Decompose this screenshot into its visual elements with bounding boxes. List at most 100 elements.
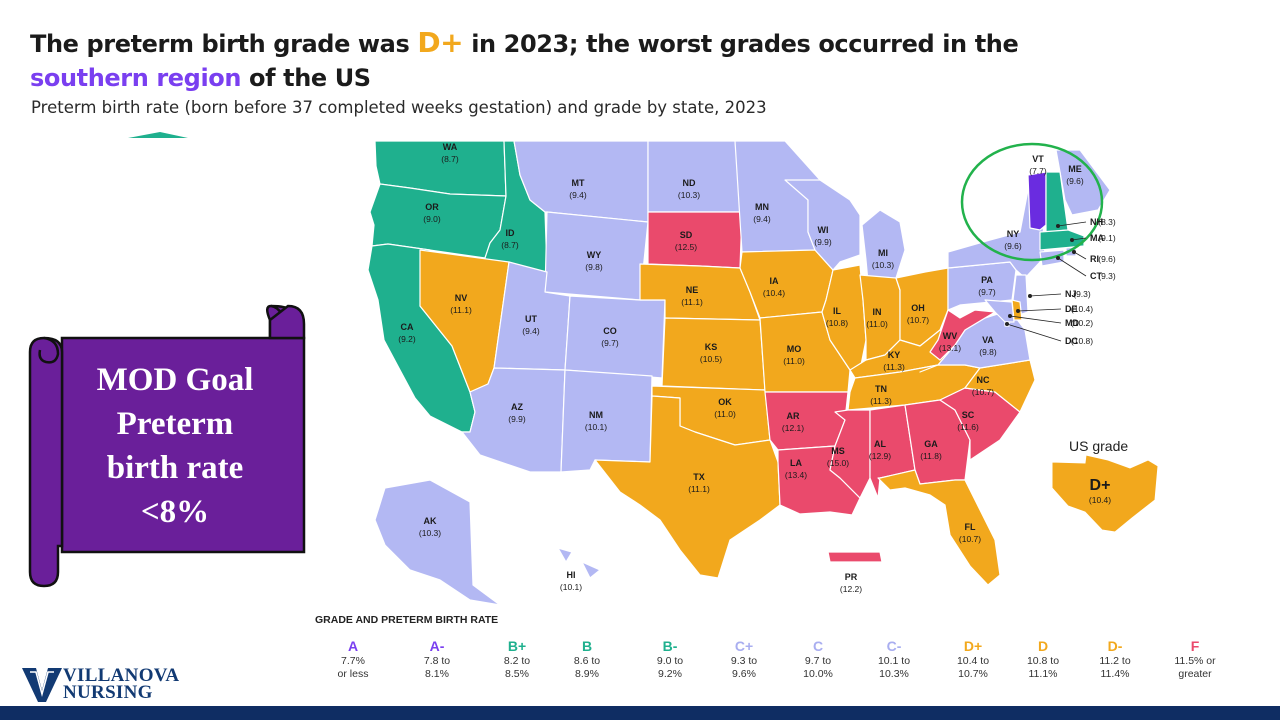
state-ok-label: OK xyxy=(718,397,732,407)
state-ms-rate: (15.0) xyxy=(827,458,849,468)
logo-line2: NURSING xyxy=(63,682,153,703)
state-dc-label: DC xyxy=(1065,336,1078,346)
state-pr-shape xyxy=(827,551,883,563)
legend-item: D- 11.2 to 11.4% xyxy=(1079,637,1151,681)
legend-range-line1: 10.8 to xyxy=(1026,655,1060,667)
state-ky-label: KY xyxy=(888,350,901,360)
state-il-rate: (10.8) xyxy=(826,318,848,328)
state-co-shape xyxy=(564,295,666,379)
legend-range-line1: 9.3 to xyxy=(730,655,758,667)
legend-range-line2: greater xyxy=(1178,668,1212,680)
state-sd-rate: (12.5) xyxy=(675,242,697,252)
state-mo-label: MO xyxy=(787,344,802,354)
state-wv-shape xyxy=(929,309,996,361)
page-title: The preterm birth grade was D+ in 2023; … xyxy=(30,26,1030,95)
title-part2: in 2023; the worst grades occurred in th… xyxy=(463,30,1019,58)
canada-fragment-shape xyxy=(128,132,188,138)
state-mt-label: MT xyxy=(572,178,585,188)
legend-range-line1: 11.5% or xyxy=(1174,655,1216,667)
leader-line-ma xyxy=(1071,237,1087,241)
state-tn-rate: (11.3) xyxy=(870,396,892,406)
state-nd-shape xyxy=(647,140,743,213)
logo-line1: VILLANOVA xyxy=(63,665,180,686)
state-tx-label: TX xyxy=(693,472,705,482)
legend-item: B- 9.0 to 9.2% xyxy=(634,637,706,681)
legend-range-line2: 11.4% xyxy=(1100,668,1130,680)
state-nm-shape xyxy=(560,369,653,473)
state-vt-shape xyxy=(1027,171,1047,231)
state-ms-shape xyxy=(829,409,871,499)
legend-range-line2: 10.3% xyxy=(879,668,909,680)
state-mt-rate: (9.4) xyxy=(569,190,587,200)
legend-item: D 10.8 to 11.1% xyxy=(1007,637,1079,681)
state-nd-label: ND xyxy=(683,178,696,188)
state-or-label: OR xyxy=(425,202,439,212)
legend-item: A- 7.8 to 8.1% xyxy=(401,637,473,681)
state-tx-rate: (11.1) xyxy=(688,484,710,494)
state-la-label: LA xyxy=(790,458,802,468)
state-va-label: VA xyxy=(982,335,994,345)
state-nj-rate: (9.3) xyxy=(1073,289,1091,299)
legend-range-line1: 7.8 to xyxy=(423,655,451,667)
state-ma-rate: (9.1) xyxy=(1098,233,1116,243)
state-ia-label: IA xyxy=(770,276,780,286)
legend-item: A 7.7% or less xyxy=(317,637,389,681)
state-nc-label: NC xyxy=(977,375,990,385)
state-mo-rate: (11.0) xyxy=(783,356,805,366)
state-ky-rate: (11.3) xyxy=(883,362,905,372)
legend-title: GRADE AND PRETERM BIRTH RATE xyxy=(315,614,499,626)
state-wv-label: WV xyxy=(943,331,958,341)
state-nd-rate: (10.3) xyxy=(678,190,700,200)
state-sc-rate: (11.6) xyxy=(957,422,979,432)
legend-range-line2: 10.0% xyxy=(803,668,833,680)
callout-line2: Preterm xyxy=(116,406,234,442)
state-nc-rate: (10.7) xyxy=(972,387,994,397)
state-ga-rate: (11.8) xyxy=(920,451,942,461)
state-ca-label: CA xyxy=(401,322,414,332)
state-me-rate: (9.6) xyxy=(1066,176,1084,186)
callout-line1: MOD Goal xyxy=(96,362,254,398)
legend-range-line1: 8.6 to xyxy=(573,655,601,667)
page-subtitle: Preterm birth rate (born before 37 compl… xyxy=(31,98,767,117)
state-co-label: CO xyxy=(603,326,617,336)
state-la-rate: (13.4) xyxy=(785,470,807,480)
us-grade-rate: (10.4) xyxy=(1089,495,1111,505)
state-ak-rate: (10.3) xyxy=(419,528,441,538)
callout-line4: <8% xyxy=(140,494,210,530)
legend-grade: D+ xyxy=(963,638,983,654)
leader-dot-ri xyxy=(1072,250,1076,254)
state-sc-label: SC xyxy=(962,410,975,420)
state-ny-rate: (9.6) xyxy=(1004,241,1022,251)
state-oh-rate: (10.7) xyxy=(907,315,929,325)
state-ct-label: CT xyxy=(1090,271,1102,281)
legend-range-line2: 9.6% xyxy=(732,668,756,680)
state-ut-label: UT xyxy=(525,314,537,324)
state-ne-label: NE xyxy=(686,285,699,295)
state-pr-rate: (12.2) xyxy=(840,584,862,594)
leader-line-ri xyxy=(1073,251,1087,260)
legend-grade: F xyxy=(1190,638,1200,654)
legend-item: C- 10.1 to 10.3% xyxy=(858,637,930,681)
legend-range-line1: 10.1 to xyxy=(877,655,911,667)
legend-item: B 8.6 to 8.9% xyxy=(551,637,623,681)
state-ar-label: AR xyxy=(787,411,800,421)
state-ar-rate: (12.1) xyxy=(782,423,804,433)
state-mn-label: MN xyxy=(755,202,769,212)
state-nv-rate: (11.1) xyxy=(450,305,472,315)
legend-grade: B xyxy=(581,638,593,654)
leader-line-nj xyxy=(1029,293,1062,297)
title-part1: The preterm birth grade was xyxy=(30,30,418,58)
legend-item: C+ 9.3 to 9.6% xyxy=(708,637,780,681)
legend-range-line1: 11.2 to xyxy=(1099,655,1131,667)
legend-grade: C xyxy=(812,638,824,654)
state-al-rate: (12.9) xyxy=(869,451,891,461)
state-sd-label: SD xyxy=(680,230,693,240)
legend-range-line2: or less xyxy=(337,668,369,680)
northeast-highlight-circle xyxy=(960,142,1104,262)
state-hi-label: HI xyxy=(567,570,576,580)
legend-grade: B+ xyxy=(507,638,527,654)
callout-line3: birth rate xyxy=(106,450,244,486)
state-mi-label: MI xyxy=(878,248,888,258)
legend-range-line1: 9.0 to xyxy=(656,655,684,667)
state-ia-rate: (10.4) xyxy=(763,288,785,298)
